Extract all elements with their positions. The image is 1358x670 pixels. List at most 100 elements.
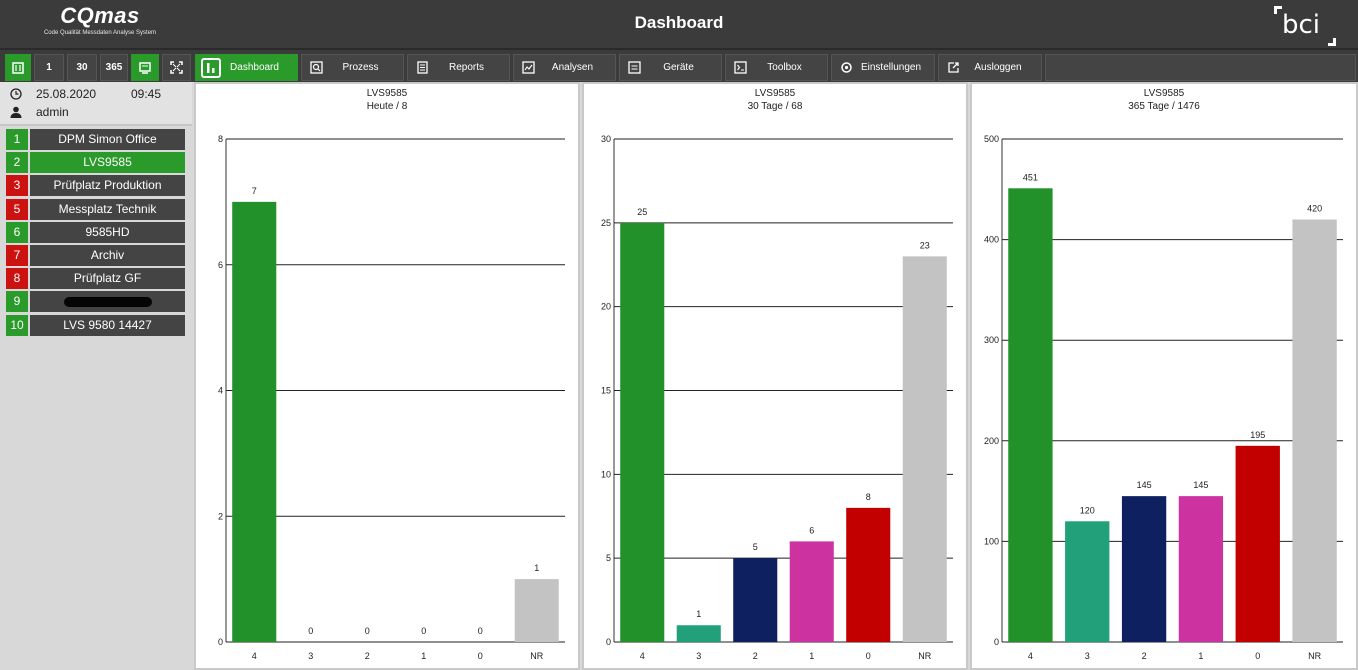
dashboard-icon: [201, 58, 221, 78]
station-name-button[interactable]: LVS9585: [30, 152, 185, 174]
logo-corner-br: [1328, 38, 1336, 46]
station-item[interactable]: 8 Prüfplatz GF: [6, 268, 186, 290]
bar-value-label: 0: [421, 626, 426, 636]
chart-subtitle: Heute / 8: [366, 101, 408, 112]
station-name-button[interactable]: Prüfplatz Produktion: [30, 175, 185, 197]
station-item[interactable]: 5 Messplatz Technik: [6, 198, 186, 220]
nav-ausloggen[interactable]: Ausloggen: [938, 54, 1042, 81]
chart-panel-today: LVS9585 Heute / 8 0 2 4 6 8 7 4 0 3 0 2 0 1 0 0 1 NR: [194, 82, 580, 670]
brand-text: bci: [1282, 10, 1321, 40]
toolbar-spacer: [1045, 54, 1356, 81]
toolbar: 1 30 365 Dashboard Prozess Reports Analy…: [0, 48, 1358, 82]
bar-value-label: 1: [534, 563, 539, 573]
station-item[interactable]: 3 Prüfplatz Produktion: [6, 175, 186, 197]
bar-chart-365days: 0 100 200 300 400 500 451 4 120 3 145 2 145 1 195 0 420 N…: [984, 134, 1343, 661]
station-item[interactable]: 2 LVS9585: [6, 152, 186, 174]
nav-einstellungen[interactable]: Einstellungen: [831, 54, 935, 81]
monitor-icon: [139, 61, 151, 74]
bar-3: [1065, 521, 1110, 642]
nav-toolbox[interactable]: Toolbox: [725, 54, 828, 81]
station-number: 5: [6, 198, 28, 220]
station-number: 9: [6, 291, 28, 313]
bar-value-label: 420: [1307, 203, 1322, 213]
nav-reports[interactable]: Reports: [407, 54, 510, 81]
nav-dashboard-label: Dashboard: [230, 62, 279, 73]
nav-prozess-label: Prozess: [342, 62, 379, 73]
y-tick-label: 2: [218, 511, 223, 521]
bar-value-label: 0: [478, 626, 483, 636]
range-30-button[interactable]: 30: [67, 54, 97, 81]
nav-dashboard[interactable]: Dashboard: [195, 54, 298, 81]
bar-value-label: 145: [1193, 480, 1208, 490]
devices-icon: [628, 61, 641, 74]
user-icon: [10, 106, 22, 118]
fullscreen-button[interactable]: [162, 54, 191, 81]
bar-value-label: 120: [1080, 505, 1095, 515]
bar-value-label: 6: [809, 525, 814, 535]
bar-3: [676, 625, 721, 642]
x-tick-label: 4: [252, 651, 257, 661]
station-item[interactable]: 10 LVS 9580 14427: [6, 314, 186, 336]
gear-icon: [841, 62, 852, 73]
station-name-button[interactable]: Prüfplatz GF: [30, 268, 185, 290]
x-tick-label: 4: [640, 651, 645, 661]
chart-subtitle: 365 Tage / 1476: [1128, 101, 1200, 112]
station-name-button[interactable]: Messplatz Technik: [30, 198, 185, 220]
station-number: 1: [6, 129, 28, 150]
nav-prozess[interactable]: Prozess: [301, 54, 404, 81]
station-number: 10: [6, 314, 28, 336]
clock-icon: [10, 88, 22, 100]
station-name-button[interactable]: Archiv: [30, 244, 185, 266]
bar-1: [1178, 496, 1224, 642]
cqmas-logo: CQmas Code Qualität Messdaten Analyse Sy…: [30, 3, 170, 45]
bar-NR: [514, 579, 559, 642]
bar-value-label: 0: [308, 626, 313, 636]
station-item[interactable]: 7 Archiv: [6, 244, 186, 266]
bar-value-label: 195: [1250, 430, 1265, 440]
toolbox-icon: [734, 61, 747, 74]
station-name-button[interactable]: LVS 9580 14427: [30, 314, 185, 336]
bar-4: [232, 201, 277, 642]
y-tick-label: 0: [606, 637, 611, 647]
y-tick-label: 5: [606, 553, 611, 563]
range-1-button[interactable]: 1: [34, 54, 64, 81]
station-name-button[interactable]: [30, 291, 185, 313]
fullscreen-icon: [170, 61, 183, 74]
station-item[interactable]: 6 9585HD: [6, 221, 186, 243]
logo-sub-text: Code Qualität Messdaten Analyse System: [43, 30, 157, 36]
station-number: 2: [6, 152, 28, 174]
nav-geraete[interactable]: Geräte: [619, 54, 722, 81]
x-tick-label: NR: [530, 651, 543, 661]
x-tick-label: 3: [308, 651, 313, 661]
y-tick-label: 4: [218, 386, 223, 396]
bar-value-label: 23: [920, 240, 930, 250]
y-tick-label: 15: [601, 386, 611, 396]
datetime-row: 25.08.2020 09:45: [10, 86, 185, 102]
x-tick-label: 1: [809, 651, 814, 661]
station-item[interactable]: 9: [6, 291, 186, 313]
bar-value-label: 7: [252, 186, 257, 196]
y-tick-label: 200: [984, 436, 999, 446]
panel-toggle-button[interactable]: [5, 54, 31, 81]
range-365-button[interactable]: 365: [100, 54, 128, 81]
analysis-icon: [522, 61, 535, 74]
station-item[interactable]: 1 DPM Simon Office: [6, 129, 186, 150]
station-number: 8: [6, 268, 28, 290]
y-tick-label: 300: [984, 335, 999, 345]
station-name-button[interactable]: 9585HD: [30, 221, 185, 243]
y-tick-label: 8: [218, 134, 223, 144]
nav-analysen[interactable]: Analysen: [513, 54, 616, 81]
x-tick-label: NR: [1308, 651, 1321, 661]
y-tick-label: 0: [218, 637, 223, 647]
nav-einstellungen-label: Einstellungen: [860, 62, 922, 73]
station-name-button[interactable]: DPM Simon Office: [30, 129, 185, 150]
bar-4: [1008, 188, 1053, 642]
session-info: 25.08.2020 09:45 admin: [0, 82, 192, 126]
nav-analysen-label: Analysen: [551, 62, 594, 73]
current-user: admin: [36, 105, 69, 119]
logo-main-text: CQmas: [60, 3, 140, 28]
monitor-button[interactable]: [131, 54, 159, 81]
bar-chart-30days: 0 5 10 15 20 25 30 25 4 1 3 5 2 6 1 8 0 23 NR: [601, 134, 953, 661]
logo-corner-tl: [1274, 6, 1282, 14]
